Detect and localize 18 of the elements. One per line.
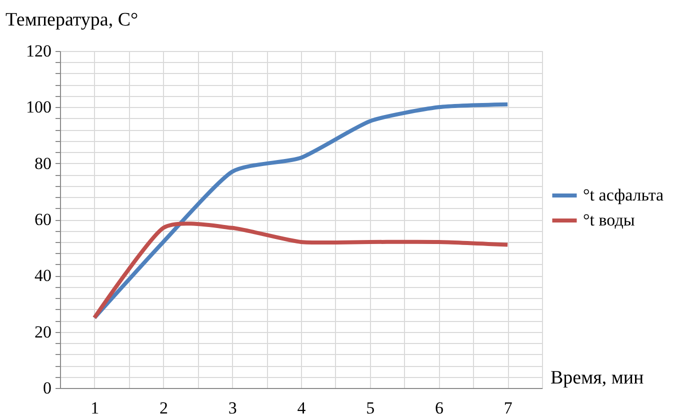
legend-label: °t асфальта bbox=[583, 186, 664, 204]
y-tick-label: 80 bbox=[34, 154, 52, 173]
legend-label: °t воды bbox=[583, 210, 636, 230]
y-tick-label: 0 bbox=[43, 378, 52, 398]
x-tick-label: 7 bbox=[504, 398, 513, 418]
y-tick-label: 20 bbox=[34, 322, 52, 342]
x-tick-label: 2 bbox=[160, 398, 168, 418]
y-axis-title: Температура, C° bbox=[6, 10, 138, 30]
y-tick-label: 60 bbox=[34, 210, 52, 229]
x-axis-title: Время, мин bbox=[550, 368, 644, 388]
y-tick-label: 40 bbox=[34, 266, 52, 286]
x-tick-label: 6 bbox=[434, 398, 444, 418]
x-tick-label: 5 bbox=[366, 398, 375, 418]
y-tick-label: 100 bbox=[26, 98, 52, 117]
x-tick-label: 4 bbox=[297, 398, 306, 418]
x-tick-label: 1 bbox=[90, 398, 100, 418]
y-tick-label: 120 bbox=[26, 42, 52, 60]
x-tick-label: 3 bbox=[228, 398, 237, 418]
